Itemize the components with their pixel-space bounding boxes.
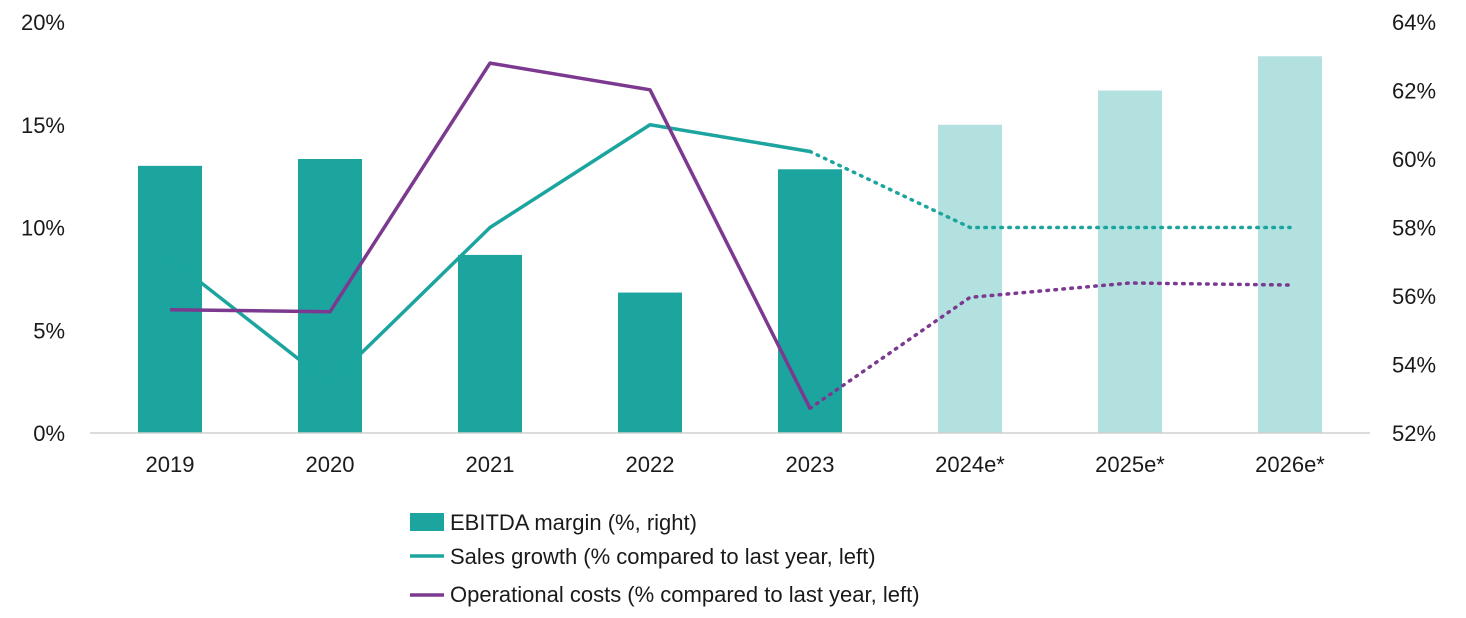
left-axis-ticks: 0% 5% 10% 15% 20% [21, 10, 65, 446]
x-tick-label: 2022 [626, 452, 675, 477]
right-tick-label: 56% [1392, 284, 1436, 309]
bar-2026e [1258, 56, 1322, 433]
left-tick-label: 15% [21, 113, 65, 138]
bar-2021 [458, 254, 522, 433]
line-sales-growth-estimate [808, 149, 1292, 230]
legend-label-sales-growth: Sales growth (% compared to last year, l… [450, 544, 876, 569]
x-tick-label: 2021 [466, 452, 515, 477]
left-tick-label: 0% [33, 421, 65, 446]
bar-2020 [298, 159, 362, 433]
left-tick-label: 20% [21, 10, 65, 35]
legend-label-operational-costs: Operational costs (% compared to last ye… [450, 582, 920, 607]
legend-swatch-ebitda [410, 513, 444, 531]
line-operational-costs-estimate [808, 281, 1292, 411]
x-tick-label: 2020 [306, 452, 355, 477]
bar-2019 [138, 165, 202, 433]
bar-2024e [938, 124, 1002, 433]
right-axis-ticks: 52% 54% 56% 58% 60% 62% 64% [1392, 10, 1436, 446]
legend: EBITDA margin (%, right) Sales growth (%… [410, 510, 920, 607]
x-axis-ticks: 2019 2020 2021 2022 2023 2024e* 2025e* 2026e* [146, 452, 1326, 477]
right-tick-label: 60% [1392, 147, 1436, 172]
right-tick-label: 54% [1392, 353, 1436, 378]
bar-2025e [1098, 90, 1162, 433]
x-tick-label: 2025e* [1095, 452, 1165, 477]
lines-layer [168, 61, 1292, 411]
bars-layer [138, 56, 1322, 433]
x-tick-label: 2024e* [935, 452, 1005, 477]
left-tick-label: 5% [33, 318, 65, 343]
right-tick-label: 58% [1392, 216, 1436, 241]
x-tick-label: 2023 [786, 452, 835, 477]
bar-2023 [778, 169, 842, 433]
bar-2022 [618, 292, 682, 433]
left-tick-label: 10% [21, 216, 65, 241]
right-tick-label: 52% [1392, 421, 1436, 446]
right-tick-label: 64% [1392, 10, 1436, 35]
right-tick-label: 62% [1392, 79, 1436, 104]
legend-label-ebitda: EBITDA margin (%, right) [450, 510, 697, 535]
x-tick-label: 2026e* [1255, 452, 1325, 477]
x-tick-label: 2019 [146, 452, 195, 477]
